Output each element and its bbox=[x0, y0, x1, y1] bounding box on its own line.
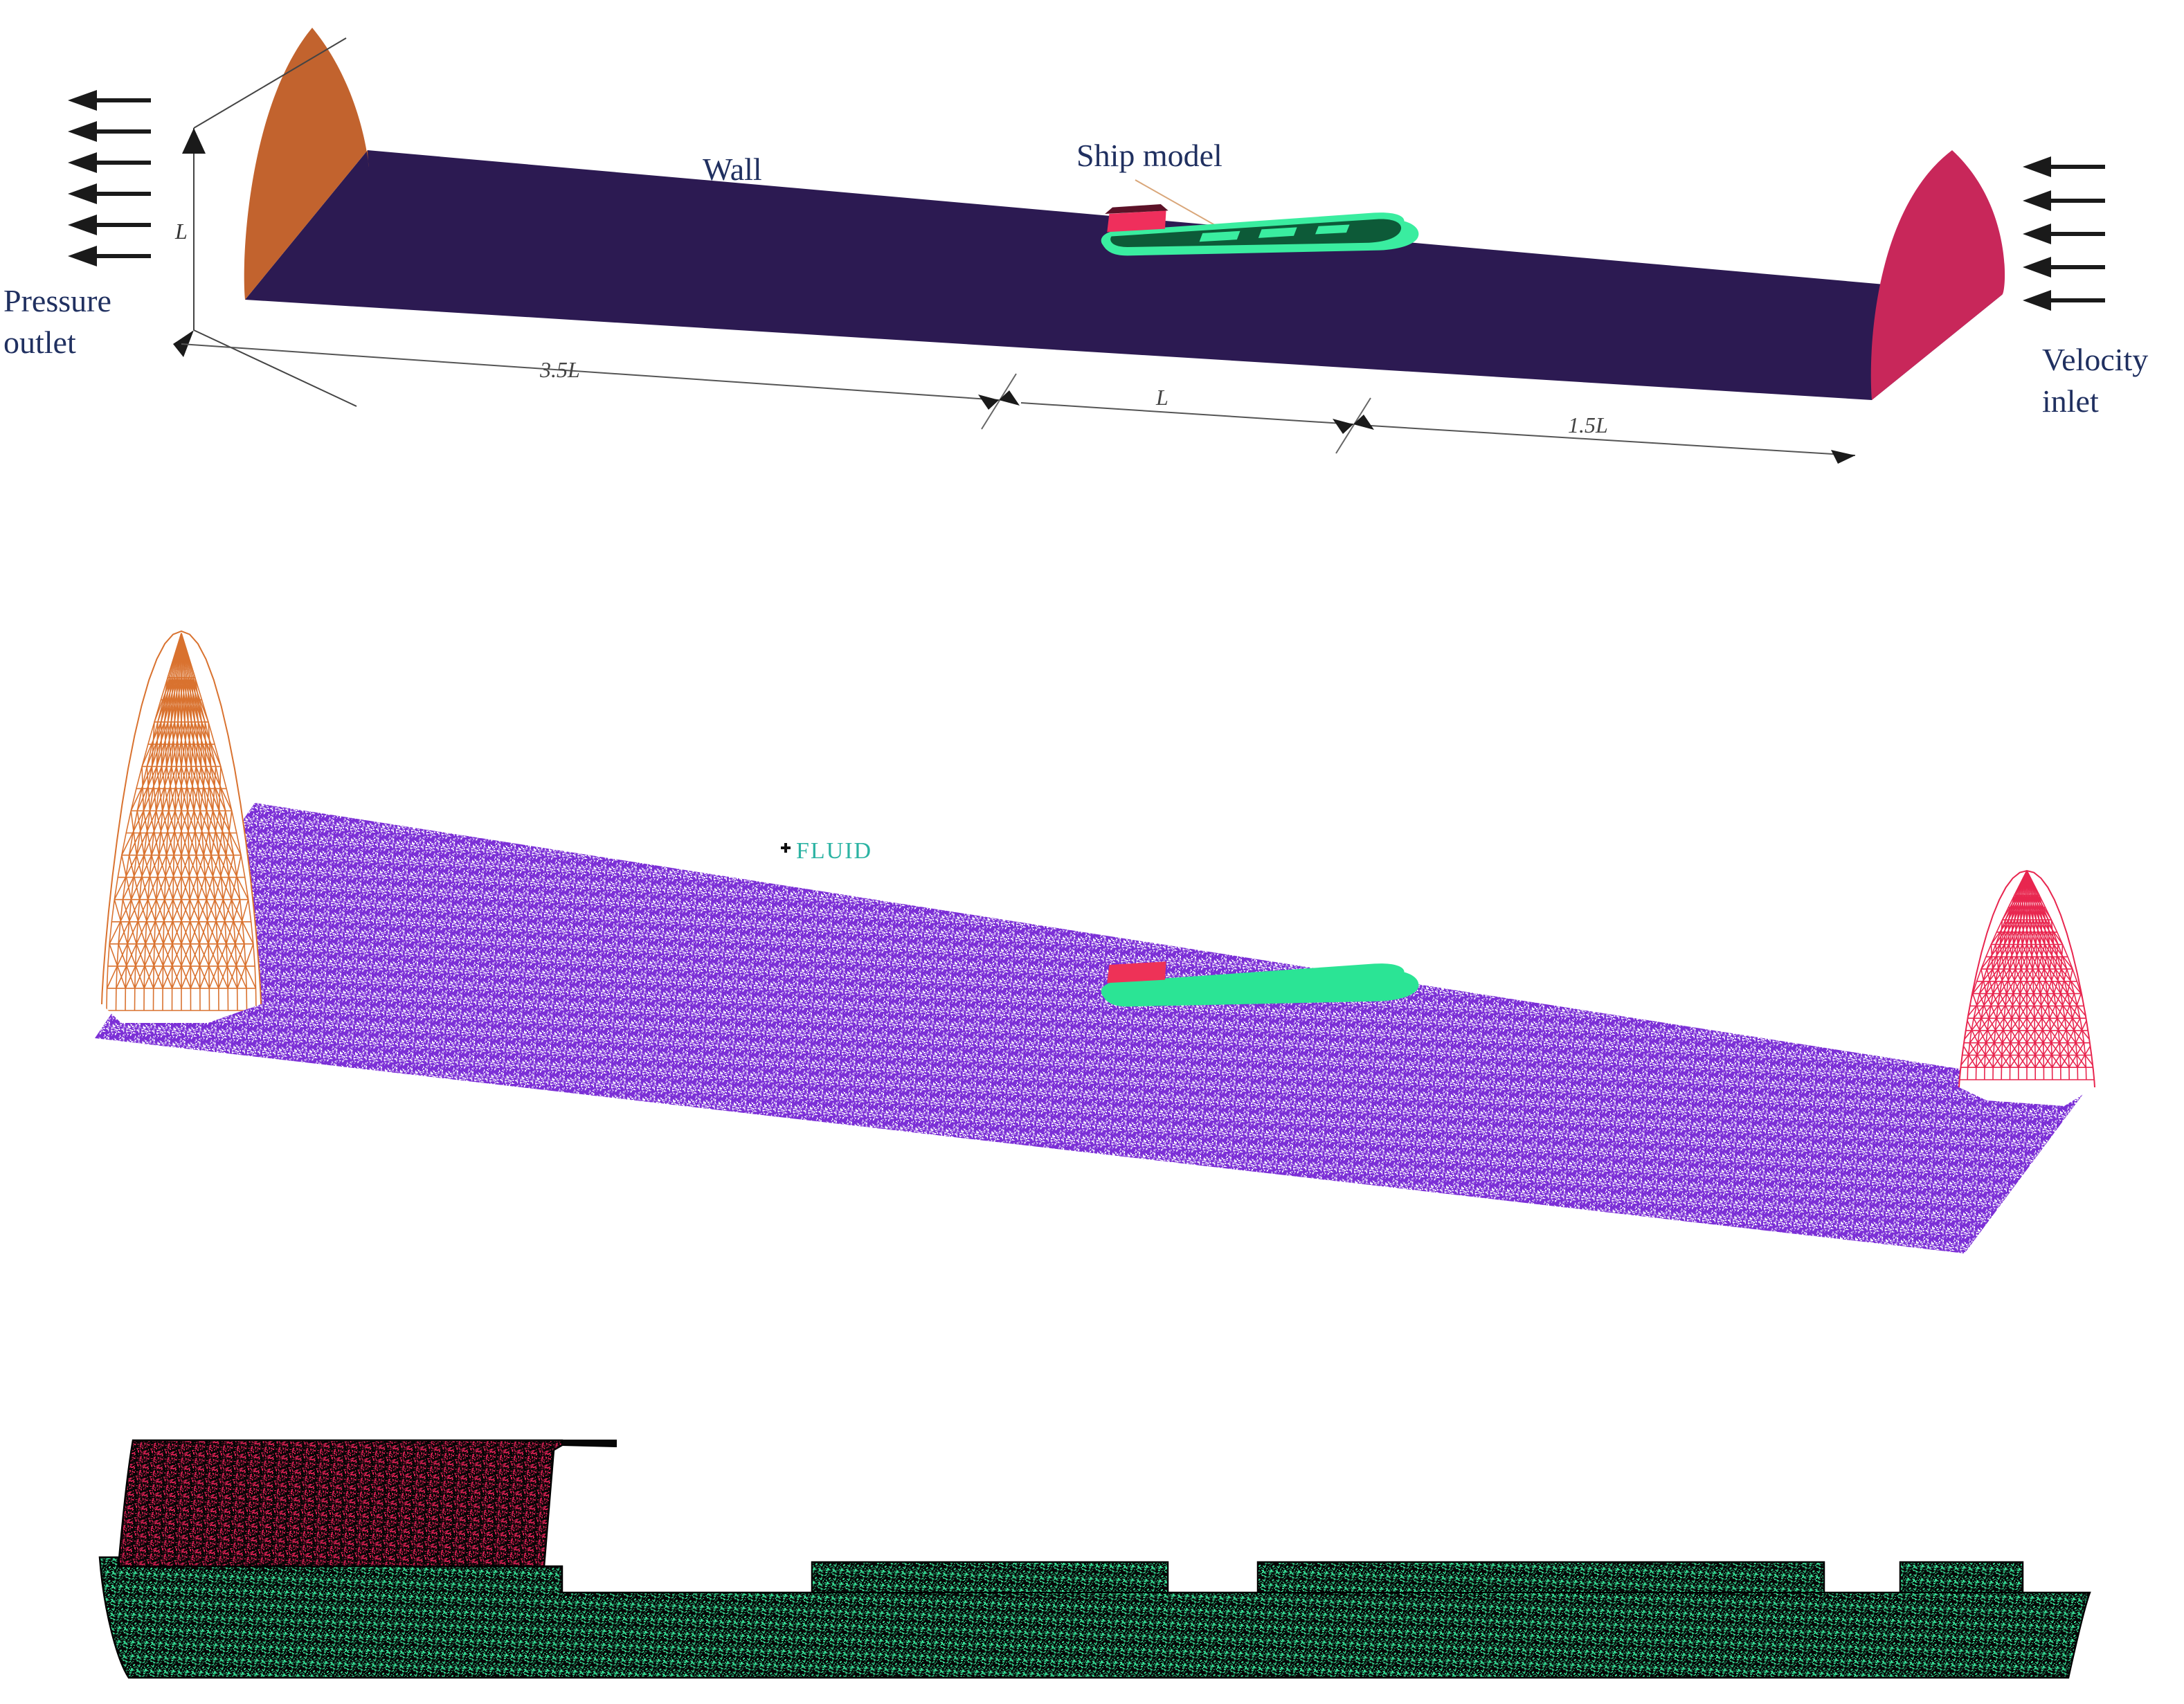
svg-text:3.5L: 3.5L bbox=[539, 357, 580, 382]
svg-text:outlet: outlet bbox=[3, 325, 76, 360]
svg-text:Ship model: Ship model bbox=[1076, 138, 1222, 173]
svg-text:L: L bbox=[174, 219, 188, 244]
svg-text:L: L bbox=[1155, 385, 1168, 410]
svg-text:FLUID: FLUID bbox=[796, 838, 872, 864]
svg-text:inlet: inlet bbox=[2042, 383, 2099, 419]
svg-text:Velocity: Velocity bbox=[2042, 342, 2148, 377]
svg-text:Wall: Wall bbox=[703, 152, 762, 187]
svg-text:1.5L: 1.5L bbox=[1568, 413, 1608, 437]
svg-text:Pressure: Pressure bbox=[3, 283, 111, 318]
